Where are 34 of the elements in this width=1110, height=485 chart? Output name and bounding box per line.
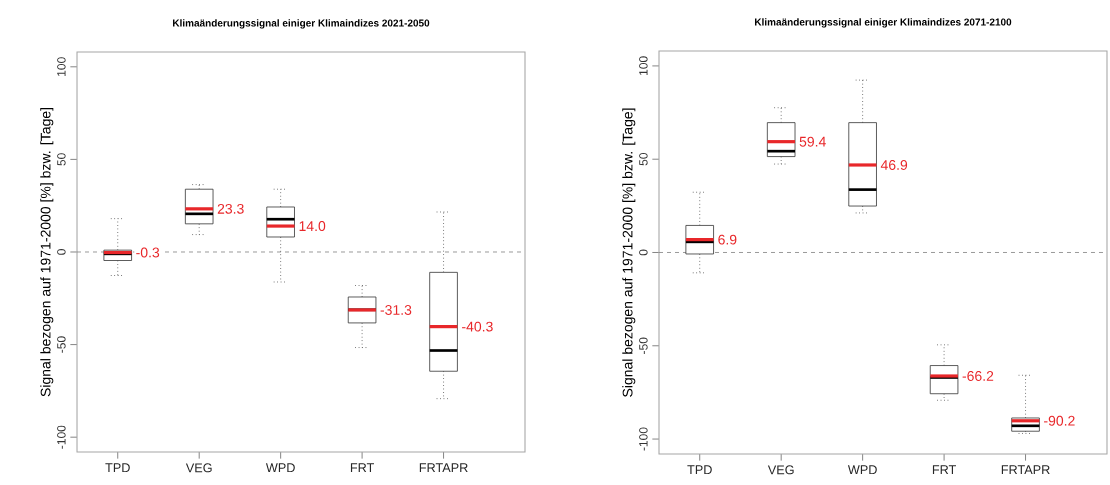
x-tick-label: FRT (350, 463, 374, 473)
y-axis-title: Signal bezogen auf 1971-2000 [%] bzw. [Tage] (40, 108, 54, 397)
x-tick-label: WPD (847, 465, 877, 475)
annotation: -40.3 (462, 321, 493, 332)
y-tick-label: -100 (57, 425, 66, 449)
chart-title: Klimaänderungssignal einiger Klimaindizes 2071-2100 (755, 18, 1012, 28)
y-tick-label: 0 (639, 249, 648, 256)
y-tick-label: 50 (639, 152, 648, 166)
x-tick-label: FRTAPR (419, 463, 468, 473)
y-tick-label: 100 (57, 57, 66, 76)
y-tick-label: 100 (639, 56, 648, 76)
annotation: 59.4 (799, 136, 826, 147)
annotation: -31.3 (380, 305, 412, 315)
x-tick-label: FRT (932, 465, 956, 475)
x-tick-label: TPD (687, 465, 712, 475)
x-tick-label: FRTAPR (1001, 465, 1050, 475)
x-tick-label: VEG (185, 463, 212, 473)
y-axis-title: Signal bezogen auf 1971-2000 [%] bzw. [Tage] (622, 108, 636, 397)
x-tick-label: VEG (767, 465, 794, 475)
chart-title: Klimaänderungssignal einiger Klimaindizes 2021-2050 (173, 19, 430, 29)
y-tick-label: -50 (57, 336, 66, 353)
annotation: -90.2 (1044, 415, 1075, 426)
annotation: 6.9 (718, 234, 737, 245)
annotation: 14.0 (299, 221, 326, 232)
x-tick-label: WPD (265, 463, 295, 473)
annotation: 46.9 (880, 160, 908, 170)
annotation: -66.2 (962, 371, 994, 381)
annotation: -0.3 (136, 247, 160, 258)
y-tick-label: -50 (639, 337, 648, 354)
x-tick-label: TPD (105, 463, 130, 473)
y-tick-label: -100 (639, 427, 648, 451)
y-tick-label: 0 (57, 249, 66, 255)
annotation: 23.3 (217, 203, 244, 214)
y-tick-label: 50 (57, 153, 66, 166)
